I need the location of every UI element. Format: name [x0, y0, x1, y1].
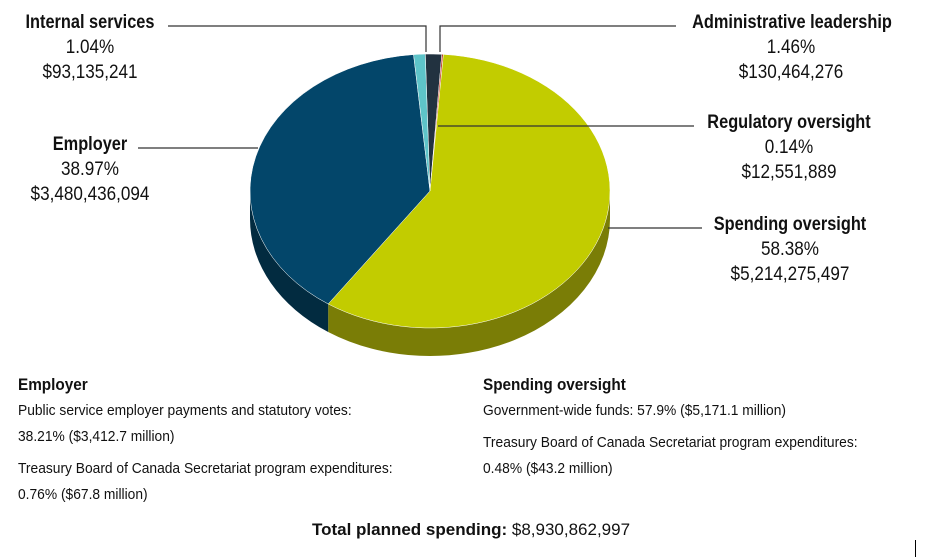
label-regulatory-oversight-percent: 0.14% [764, 137, 814, 158]
label-spending-oversight: Spending oversight 58.38% $5,214,275,497 [700, 212, 880, 287]
label-internal-services-percent: 1.04% [65, 37, 115, 58]
label-internal-services-amount: $93,135,241 [42, 62, 138, 83]
leader-administrative-leadership [439, 25, 676, 52]
label-employer: Employer 38.97% $3,480,436,094 [10, 132, 170, 207]
employer-notes-line4: 0.76% ($67.8 million) [18, 486, 148, 503]
pie-slices [249, 53, 611, 329]
employer-notes-heading: Employer [18, 375, 88, 394]
spending-notes-line: Government-wide funds: 57.9% ($5,171.1 m… [483, 398, 858, 424]
total-planned-spending: Total planned spending: $8,930,862,997 [0, 520, 942, 540]
total-value: $8,930,862,997 [511, 520, 631, 539]
employer-notes-line: Public service employer payments and sta… [18, 398, 393, 450]
pie-slice-int [413, 53, 431, 192]
label-regulatory-oversight: Regulatory oversight 0.14% $12,551,889 [694, 110, 884, 185]
leader-lines [138, 25, 702, 229]
edge-mark [915, 540, 916, 557]
label-internal-services: Internal services 1.04% $93,135,241 [10, 10, 170, 85]
employer-notes-line3: Treasury Board of Canada Secretariat pro… [18, 460, 393, 477]
spending-notes-line: Treasury Board of Canada Secretariat pro… [483, 430, 858, 482]
label-employer-amount: $3,480,436,094 [30, 184, 150, 205]
employer-notes-line: Treasury Board of Canada Secretariat pro… [18, 456, 393, 508]
employer-notes-line2: 38.21% ($3,412.7 million) [18, 428, 175, 445]
label-regulatory-oversight-amount: $12,551,889 [741, 162, 837, 183]
label-spending-oversight-amount: $5,214,275,497 [730, 264, 850, 285]
pie-slice-spend [327, 54, 611, 329]
label-employer-percent: 38.97% [60, 159, 119, 180]
pie-side-spend [328, 191, 610, 357]
spending-notes: Spending oversight Government-wide funds… [483, 372, 890, 488]
label-internal-services-name: Internal services [25, 12, 155, 33]
leader-internal-services [168, 25, 427, 52]
employer-notes: Employer Public service employer payment… [18, 372, 425, 514]
label-regulatory-oversight-name: Regulatory oversight [707, 112, 871, 133]
pie-slice-emp [249, 54, 431, 305]
label-employer-name: Employer [52, 134, 128, 155]
spending-notes-line3: 0.48% ($43.2 million) [483, 460, 613, 477]
label-spending-oversight-name: Spending oversight [713, 214, 867, 235]
label-administrative-leadership-amount: $130,464,276 [738, 62, 844, 83]
spending-notes-line2: Treasury Board of Canada Secretariat pro… [483, 434, 858, 451]
employer-notes-line1: Public service employer payments and sta… [18, 402, 352, 419]
pie-side-emp [250, 191, 329, 332]
label-spending-oversight-percent: 58.38% [760, 239, 819, 260]
pie-depth [250, 191, 610, 357]
total-label: Total planned spending: [311, 520, 508, 539]
label-administrative-leadership: Administrative leadership 1.46% $130,464… [676, 10, 906, 85]
label-administrative-leadership-name: Administrative leadership [692, 12, 892, 33]
spending-notes-heading: Spending oversight [483, 375, 626, 394]
label-administrative-leadership-percent: 1.46% [766, 37, 816, 58]
spending-notes-line1: Government-wide funds: 57.9% ($5,171.1 m… [483, 402, 786, 419]
